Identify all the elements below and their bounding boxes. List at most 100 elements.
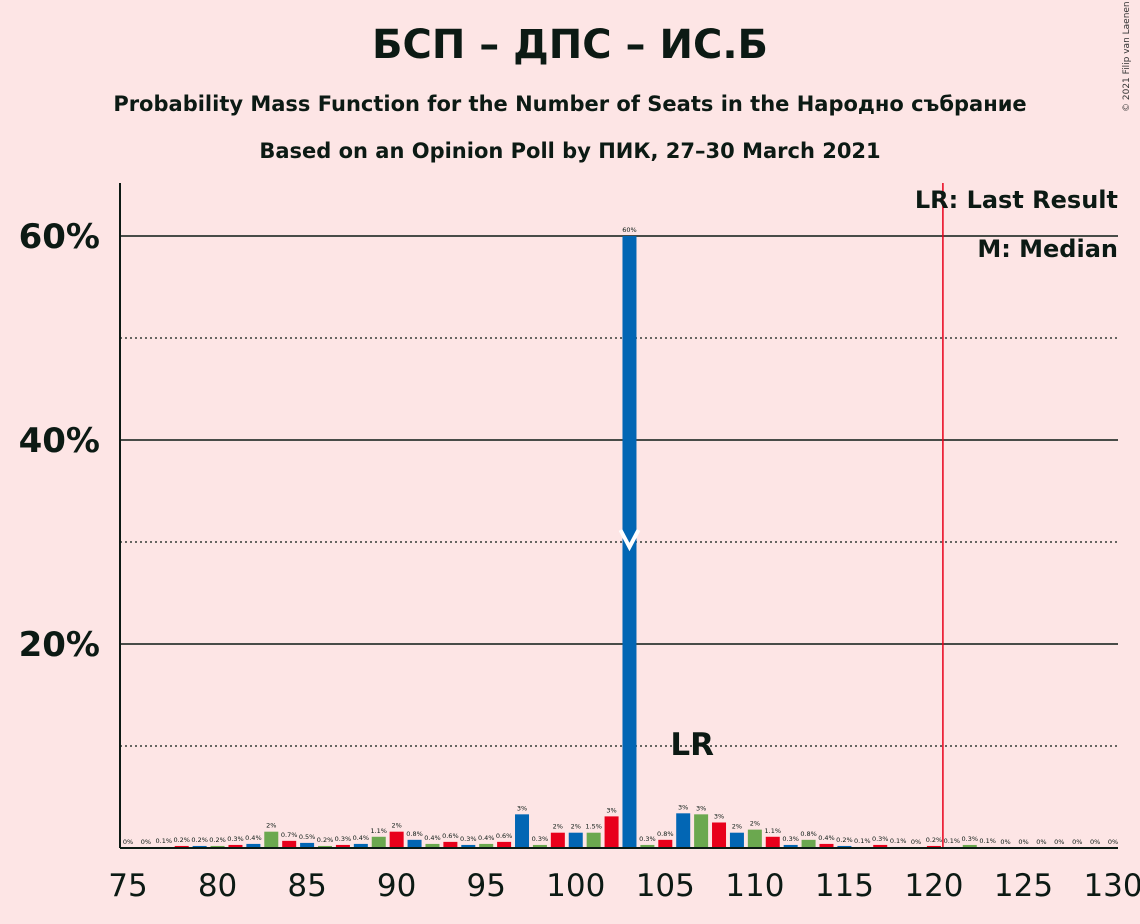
chart-subtitle: Probability Mass Function for the Number… — [113, 92, 1027, 116]
bar-seat-86 — [318, 845, 333, 848]
bar-label-seat-129: 0% — [1090, 838, 1100, 846]
bar-label-seat-106: 3% — [678, 803, 688, 811]
chart-title: БСП – ДПС – ИС.Б — [372, 22, 768, 68]
bar-seat-79 — [192, 845, 207, 848]
bar-label-seat-78: 0.2% — [173, 836, 190, 844]
bar-seat-113 — [801, 839, 816, 848]
bar-label-seat-82: 0.4% — [245, 834, 262, 842]
legend-median: M: Median — [977, 235, 1118, 263]
x-tick-label: 80 — [198, 868, 237, 904]
bar-label-seat-108: 3% — [714, 813, 724, 821]
bar-label-seat-81: 0.3% — [227, 835, 244, 843]
bar-label-seat-121: 0.1% — [944, 837, 961, 845]
bar-label-seat-100: 2% — [571, 823, 581, 831]
bar-seat-108 — [712, 822, 727, 848]
bar-seat-102 — [604, 816, 619, 848]
bar-label-seat-91: 0.8% — [406, 830, 423, 838]
bar-label-seat-87: 0.3% — [335, 835, 352, 843]
bar-seat-105 — [658, 839, 673, 848]
bar-seat-93 — [443, 841, 458, 848]
legend-last-result: LR: Last Result — [914, 186, 1118, 214]
x-tick-label: 105 — [636, 868, 695, 904]
bar-label-seat-96: 0.6% — [496, 832, 513, 840]
x-tick-label: 85 — [287, 868, 326, 904]
bar-label-seat-125: 0% — [1018, 838, 1028, 846]
bar-label-seat-128: 0% — [1072, 838, 1082, 846]
bar-label-seat-95: 0.4% — [478, 834, 495, 842]
bar-label-seat-90: 2% — [391, 822, 401, 830]
bar-label-seat-107: 3% — [696, 804, 706, 812]
bar-label-seat-77: 0.1% — [156, 837, 173, 845]
bar-label-seat-105: 0.8% — [657, 830, 674, 838]
bar-seat-103 — [622, 236, 637, 848]
x-tick-label: 110 — [725, 868, 784, 904]
bar-label-seat-104: 0.3% — [639, 835, 656, 843]
bar-seat-89 — [371, 836, 386, 848]
bar-label-seat-97: 3% — [517, 804, 527, 812]
bar-label-seat-94: 0.3% — [460, 835, 477, 843]
bar-label-seat-99: 2% — [553, 823, 563, 831]
bar-label-seat-113: 0.8% — [800, 830, 817, 838]
bar-label-seat-93: 0.6% — [442, 832, 459, 840]
bar-seat-110 — [747, 829, 762, 848]
bar-seat-111 — [765, 836, 780, 848]
bar-seat-117 — [873, 844, 888, 848]
bar-label-seat-92: 0.4% — [424, 834, 441, 842]
bar-seat-104 — [640, 844, 655, 848]
bar-seat-100 — [568, 832, 583, 848]
bar-label-seat-120: 0.2% — [926, 836, 943, 844]
bar-seat-88 — [353, 843, 368, 848]
bar-label-seat-109: 2% — [732, 823, 742, 831]
bar-seat-98 — [532, 844, 547, 848]
bar-seat-94 — [461, 844, 476, 848]
bar-seat-96 — [497, 841, 512, 848]
lr-label: LR — [670, 727, 714, 763]
bar-label-seat-103: 60% — [622, 226, 636, 234]
bar-label-seat-127: 0% — [1054, 838, 1064, 846]
bar-label-seat-124: 0% — [1000, 838, 1010, 846]
x-tick-label: 130 — [1083, 868, 1140, 904]
y-tick-label: 40% — [19, 421, 100, 461]
x-tick-label: 100 — [546, 868, 605, 904]
bar-seat-122 — [962, 844, 977, 848]
median-marker — [618, 529, 641, 552]
bar-label-seat-83: 2% — [266, 822, 276, 830]
bar-label-seat-101: 1.5% — [585, 823, 602, 831]
bar-label-seat-118: 0.1% — [890, 837, 907, 845]
x-tick-label: 90 — [377, 868, 416, 904]
bar-seat-80 — [210, 845, 225, 848]
bar-seat-78 — [174, 845, 189, 848]
bar-label-seat-126: 0% — [1036, 838, 1046, 846]
x-tick-label: 95 — [466, 868, 505, 904]
bar-label-seat-116: 0.1% — [854, 837, 871, 845]
bar-seat-81 — [228, 844, 243, 848]
bar-seat-87 — [335, 844, 350, 848]
bar-label-seat-110: 2% — [750, 820, 760, 828]
bar-label-seat-79: 0.2% — [191, 836, 208, 844]
x-tick-label: 115 — [815, 868, 874, 904]
x-tick-label: 125 — [994, 868, 1053, 904]
bar-seat-95 — [479, 843, 494, 848]
bar-label-seat-117: 0.3% — [872, 835, 889, 843]
bar-label-seat-89: 1.1% — [370, 827, 387, 835]
bar-label-seat-86: 0.2% — [317, 836, 334, 844]
bar-seat-97 — [515, 814, 530, 848]
chart-source: Based on an Opinion Poll by ПИК, 27–30 M… — [259, 139, 881, 163]
bar-label-seat-114: 0.4% — [818, 834, 835, 842]
bar-seat-109 — [729, 832, 744, 848]
bar-seat-82 — [246, 843, 261, 848]
bar-seat-85 — [300, 842, 315, 848]
y-tick-label: 20% — [19, 625, 100, 665]
bar-seat-83 — [264, 831, 279, 848]
bar-label-seat-76: 0% — [141, 838, 151, 846]
bar-label-seat-98: 0.3% — [532, 835, 549, 843]
bar-seat-92 — [425, 843, 440, 848]
x-tick-label: 120 — [904, 868, 963, 904]
bar-label-seat-84: 0.7% — [281, 831, 298, 839]
bar-label-seat-88: 0.4% — [353, 834, 370, 842]
bar-label-seat-85: 0.5% — [299, 833, 316, 841]
bar-label-seat-112: 0.3% — [782, 835, 799, 843]
bar-label-seat-130: 0% — [1108, 838, 1118, 846]
bar-seat-120 — [926, 845, 941, 848]
